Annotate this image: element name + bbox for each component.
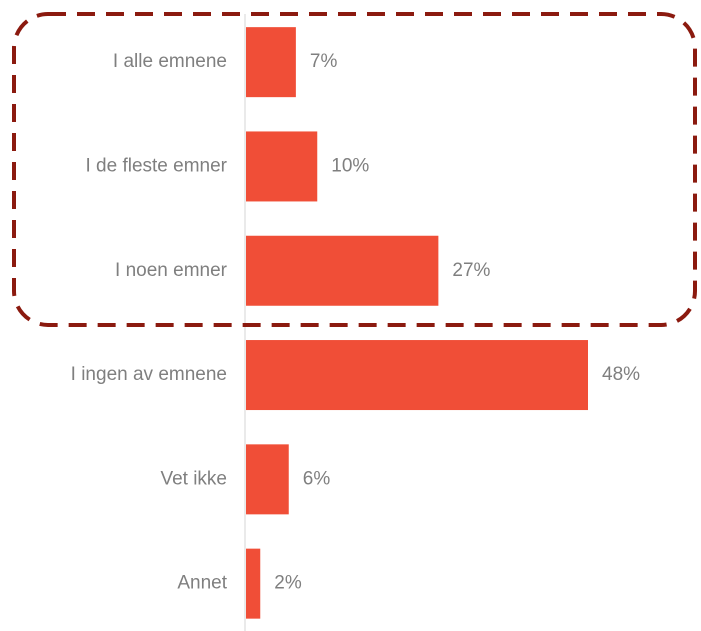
value-label: 7% [310,51,338,72]
value-label: 6% [303,468,331,489]
category-label: Vet ikke [160,468,227,489]
bar [246,340,588,411]
category-label: I ingen av emnene [71,364,227,385]
value-label: 27% [452,260,490,281]
bar [246,131,318,202]
bar [246,548,261,619]
highlight-box [12,12,697,327]
category-label: I noen emner [115,260,228,281]
value-label: 2% [274,573,302,594]
bar [246,27,296,98]
category-label: I de fleste emner [85,155,227,176]
bar [246,235,439,306]
value-label: 10% [331,155,369,176]
category-label: I alle emnene [113,51,227,72]
value-label: 48% [602,364,640,385]
category-label: Annet [177,573,227,594]
bar [246,444,289,515]
